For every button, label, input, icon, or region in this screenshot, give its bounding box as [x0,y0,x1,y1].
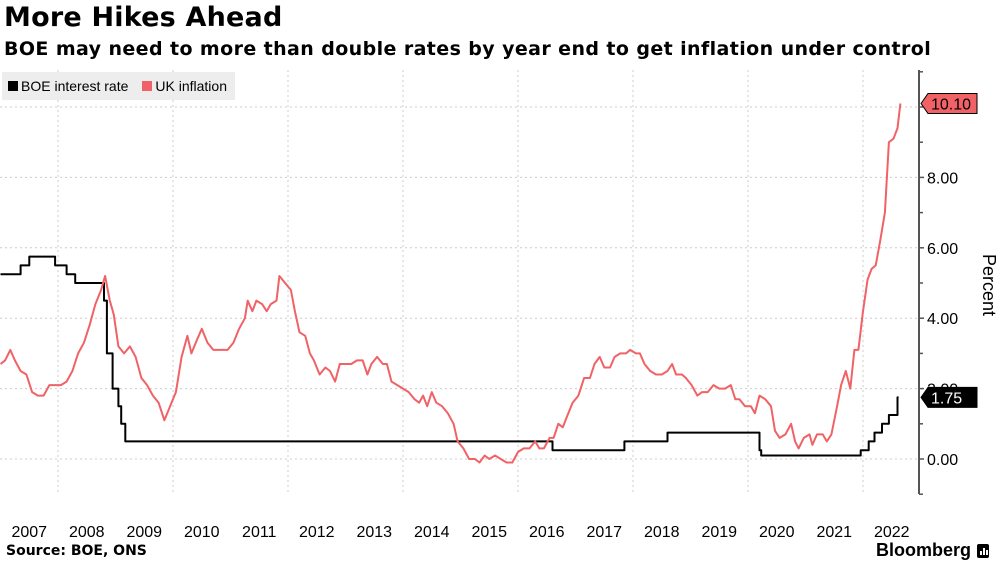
legend: BOE interest rate UK inflation [2,72,235,100]
x-tick-label: 2018 [644,524,680,541]
legend-item-inflation: UK inflation [142,78,227,94]
y-axis: 0.002.004.006.008.00 [918,70,958,495]
boe-rate-line [0,255,899,457]
inflation-last-value-label: 10.10 [931,96,971,113]
y-tick-label: 8.00 [927,170,958,187]
x-tick-label: 2007 [11,524,47,541]
x-tick-label: 2009 [126,524,162,541]
last-value-labels: 10.10 1.75 [920,92,978,408]
x-tick-label: 2021 [816,524,852,541]
boe-last-value-label: 1.75 [931,390,962,407]
x-tick-label: 2013 [356,524,392,541]
x-tick-label: 2008 [69,524,105,541]
x-tick-label: 2019 [701,524,737,541]
series-lines [0,103,902,464]
legend-item-boe: BOE interest rate [8,78,128,94]
legend-label-boe: BOE interest rate [21,78,129,94]
legend-swatch-inflation [142,81,153,91]
brand-name: Bloomberg [876,540,972,560]
grid-lines [0,70,919,494]
chart-subtitle: BOE may need to more than double rates b… [4,38,932,60]
x-tick-label: 2010 [184,524,220,541]
x-tick-label: 2014 [414,524,450,541]
y-tick-label: 4.00 [927,311,958,328]
bloomberg-logo: Bloomberg [876,540,990,561]
boe-last-value-label-bg [920,386,978,408]
inflation-last-value-label-bg [920,92,978,114]
x-axis-labels: 2007 2008 2009 2010 2011 2012 2013 2014 2015 2016… [11,524,909,541]
uk-inflation-line [0,103,902,464]
x-tick-label: 2016 [529,524,565,541]
x-tick-label: 2020 [759,524,795,541]
x-tick-label: 2011 [242,524,277,541]
legend-label-inflation: UK inflation [155,78,227,94]
y-axis-label: Percent [979,254,999,316]
x-tick-label: 2012 [299,524,335,541]
chart-title: More Hikes Ahead [4,2,283,33]
y-tick-label: 6.00 [927,241,958,258]
y-tick-label: 0.00 [927,452,958,469]
bloomberg-chart-icon [977,543,990,558]
x-tick-label: 2017 [586,524,622,541]
source-note: Source: BOE, ONS [6,543,147,559]
legend-swatch-boe [8,81,18,91]
x-tick-label: 2015 [471,524,507,541]
x-tick-label: 2022 [874,524,910,541]
